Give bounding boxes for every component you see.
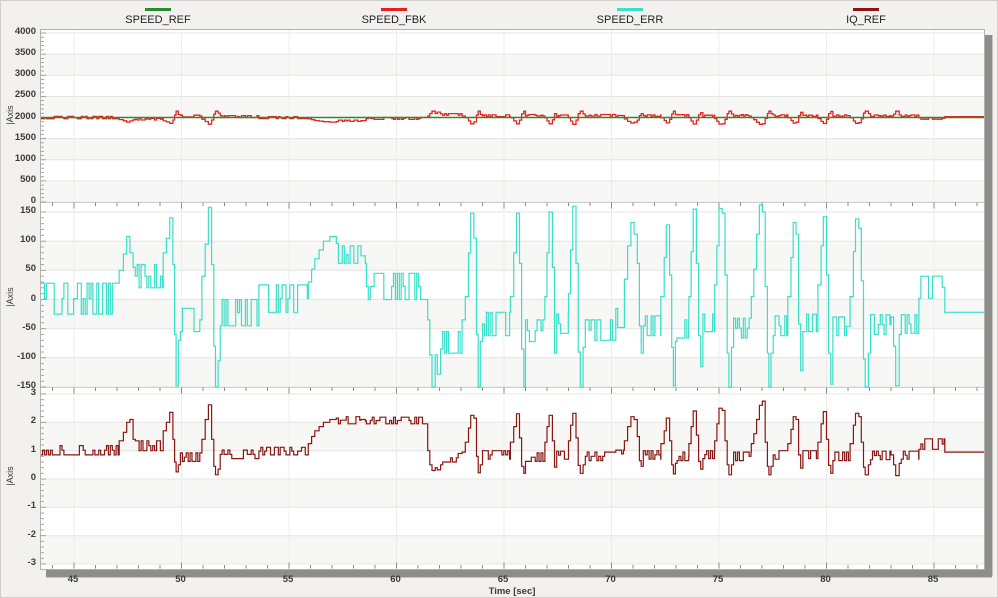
y-tick-label: 500 — [20, 173, 36, 185]
frame-shadow-right — [985, 35, 993, 576]
y-tick-label: 3000 — [14, 68, 36, 80]
legend-label: IQ_REF — [846, 14, 886, 26]
y-axis-title: |Axis — [5, 466, 15, 486]
y-tick-label: -1 — [27, 500, 36, 512]
y-tick-label: 0 — [30, 195, 36, 206]
legend-label: SPEED_REF — [125, 14, 191, 26]
x-tick-label: 70 — [605, 574, 616, 585]
y-tick-label: 50 — [25, 263, 36, 275]
x-tick-label: 45 — [67, 574, 79, 585]
y-tick-label: 150 — [20, 205, 36, 216]
x-tick-label: 75 — [712, 574, 724, 585]
x-tick-label: 65 — [497, 574, 509, 585]
y-tick-label: -50 — [22, 321, 36, 333]
legend-swatch-speed-fbk — [381, 8, 407, 11]
x-tick-label: 60 — [390, 574, 401, 585]
y-tick-label: 100 — [20, 234, 36, 246]
x-tick-label: 80 — [820, 574, 831, 585]
y-tick-label: 1000 — [14, 152, 36, 164]
y-tick-label: 0 — [30, 292, 36, 304]
y-tick-label: 0 — [30, 472, 36, 483]
y-tick-label: 2 — [30, 415, 36, 427]
y-axis-title: |Axis — [5, 286, 15, 307]
legend-swatch-iq-ref — [853, 8, 879, 11]
y-tick-label: 2500 — [14, 89, 36, 101]
y-tick-label: -3 — [27, 557, 36, 568]
x-axis-title: Time [sec] — [488, 586, 536, 597]
chart-plot-area[interactable] — [40, 29, 985, 570]
legend-item-iq-ref[interactable]: IQ_REF — [748, 3, 984, 29]
x-tick-label: 55 — [282, 574, 294, 585]
chart-legend: SPEED_REF SPEED_FBK SPEED_ERR IQ_REF — [40, 3, 984, 29]
chart-canvas[interactable] — [41, 30, 984, 569]
legend-item-speed-fbk[interactable]: SPEED_FBK — [276, 3, 512, 29]
series-speed-err — [41, 204, 984, 388]
legend-swatch-speed-ref — [145, 8, 171, 11]
y-tick-label: 1 — [30, 443, 36, 455]
series-iq-ref — [41, 400, 984, 477]
y-tick-label: 4000 — [14, 26, 36, 37]
legend-label: SPEED_ERR — [596, 14, 664, 26]
legend-label: SPEED_FBK — [361, 14, 427, 26]
y-tick-label: 3500 — [14, 47, 36, 59]
y-tick-label: 3 — [30, 387, 36, 398]
y-tick-label: 1500 — [14, 131, 36, 143]
y-tick-label: -100 — [16, 350, 36, 362]
legend-swatch-speed-err — [617, 8, 643, 11]
y-tick-label: -2 — [27, 528, 36, 540]
frame-shadow-bottom — [46, 570, 992, 578]
y-tick-label: 2000 — [14, 110, 36, 122]
y-tick-label: -150 — [16, 380, 36, 391]
legend-item-speed-err[interactable]: SPEED_ERR — [512, 3, 748, 29]
x-tick-label: 85 — [927, 574, 939, 585]
legend-item-speed-ref[interactable]: SPEED_REF — [40, 3, 276, 29]
x-tick-label: 50 — [175, 574, 186, 585]
y-axis-title: |Axis — [5, 104, 15, 125]
